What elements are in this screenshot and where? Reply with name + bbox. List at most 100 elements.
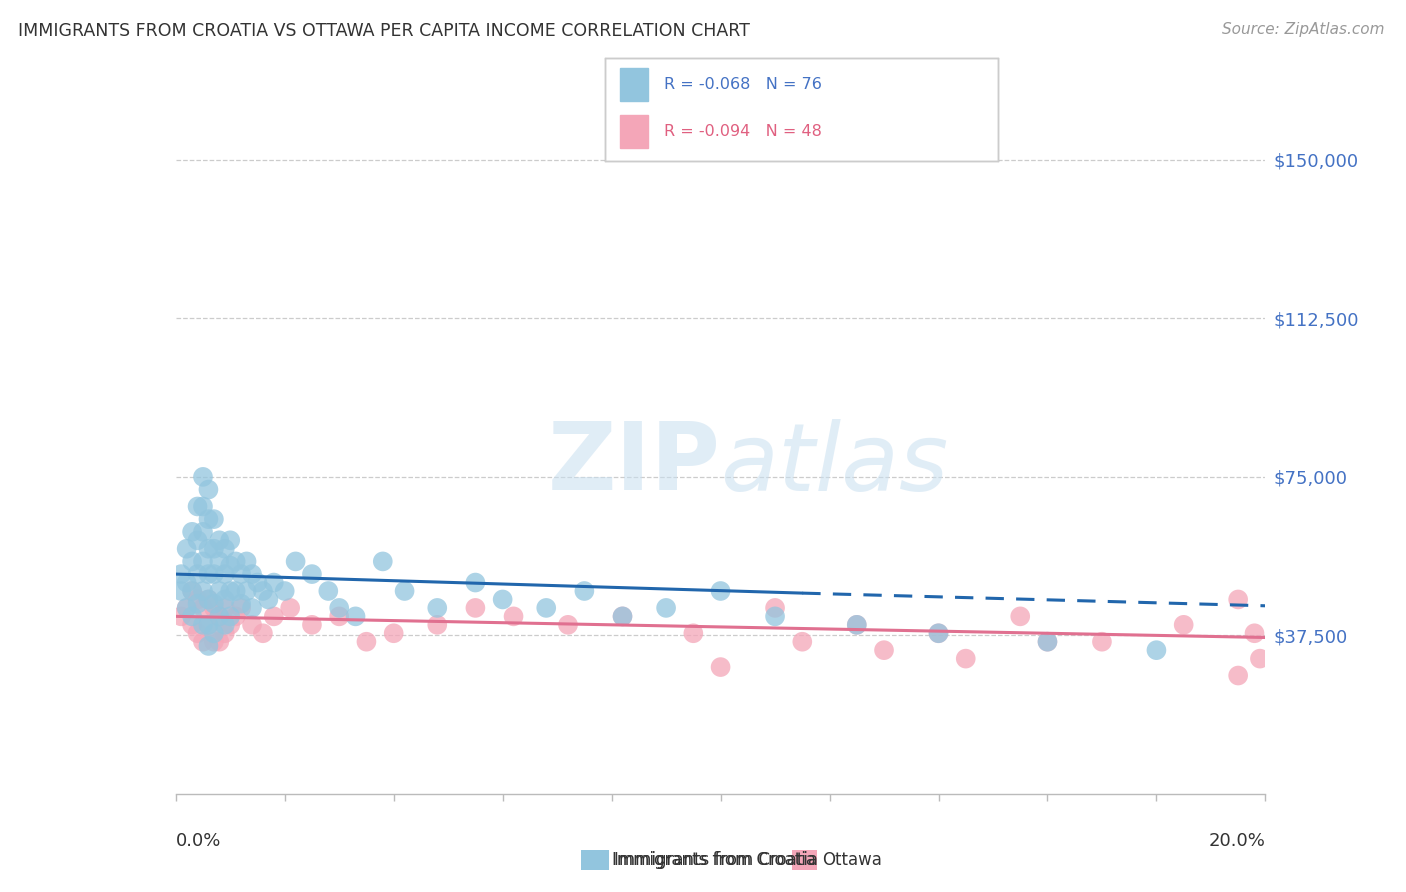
Point [328,609,350,624]
Point [214,626,236,640]
Point [426,617,449,632]
Point [202,597,225,611]
Point [792,634,814,648]
Point [186,626,209,640]
Text: 0.0%: 0.0% [176,831,221,850]
Point [710,584,733,599]
Point [301,567,323,582]
Point [246,575,269,590]
Point [557,617,579,632]
Point [214,541,236,556]
Point [214,592,236,607]
Point [1173,617,1195,632]
Point [252,626,274,640]
Point [710,660,733,674]
Point [197,483,219,497]
Point [225,609,247,624]
Point [274,584,297,599]
Point [1249,651,1271,665]
Point [176,601,198,615]
Point [873,643,896,657]
Point [231,567,253,582]
Point [240,567,263,582]
Point [170,609,193,624]
Point [356,634,378,648]
Text: Immigrants from Croatia: Immigrants from Croatia [612,851,815,869]
Point [263,575,285,590]
Point [186,592,209,607]
Point [186,500,209,514]
Point [655,601,678,615]
Bar [620,115,648,148]
Point [1036,634,1059,648]
Point [763,601,786,615]
Point [186,567,209,582]
Point [235,584,257,599]
Text: Ottawa: Ottawa [823,851,883,869]
Point [197,617,219,632]
Text: Immigrants from Croatia: Immigrants from Croatia [614,851,818,869]
Point [612,609,634,624]
Point [1010,609,1032,624]
Point [1243,626,1265,640]
Point [464,601,486,615]
Point [181,617,204,632]
Point [464,575,486,590]
Point [1144,643,1167,657]
Point [845,617,868,632]
Point [502,609,524,624]
Point [219,558,242,573]
Text: R = -0.094   N = 48: R = -0.094 N = 48 [664,124,821,139]
Point [191,500,214,514]
Point [284,554,307,568]
Point [191,470,214,484]
Point [1227,592,1250,607]
Bar [620,69,648,101]
Point [278,601,301,615]
Point [928,626,950,640]
Point [219,609,242,624]
Text: IMMIGRANTS FROM CROATIA VS OTTAWA PER CAPITA INCOME CORRELATION CHART: IMMIGRANTS FROM CROATIA VS OTTAWA PER CA… [18,22,751,40]
Point [202,512,225,526]
Point [208,609,231,624]
Point [181,554,204,568]
Point [240,617,263,632]
Point [301,617,323,632]
Point [197,639,219,653]
Point [845,617,868,632]
Point [344,609,367,624]
Text: 20.0%: 20.0% [1209,831,1265,850]
Point [1091,634,1114,648]
Point [1227,668,1250,682]
Point [202,541,225,556]
Point [318,584,340,599]
Point [208,554,231,568]
Text: R = -0.068   N = 76: R = -0.068 N = 76 [664,77,821,92]
Point [208,609,231,624]
Point [191,617,214,632]
Point [955,651,977,665]
Point [394,584,416,599]
Point [208,533,231,548]
Point [191,524,214,539]
Point [240,601,263,615]
Point [682,626,704,640]
Point [257,592,280,607]
Point [191,634,214,648]
Text: atlas: atlas [721,418,949,509]
Point [382,626,405,640]
Point [225,554,247,568]
Point [197,592,219,607]
Point [186,533,209,548]
Point [202,567,225,582]
Point [197,617,219,632]
Point [208,634,231,648]
Point [181,584,204,599]
Point [231,601,253,615]
Point [492,592,515,607]
Point [170,567,193,582]
Point [197,541,219,556]
Point [219,617,242,632]
Point [197,592,219,607]
Point [225,584,247,599]
